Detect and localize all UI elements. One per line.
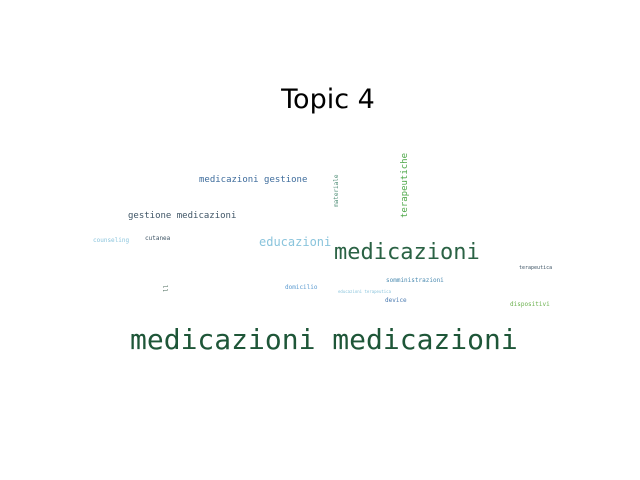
word-cloud: medicazioni medicazioni medicazioni medi…	[90, 150, 560, 360]
word-domicilio: domicilio	[285, 284, 318, 291]
word-dispositivi: dispositivi	[510, 301, 550, 308]
word-gestione-medicazioni: gestione medicazioni	[128, 211, 237, 221]
word-somministrazioni: somministrazioni	[386, 277, 444, 284]
word-ll: ll	[163, 284, 170, 292]
word-educazioni-terapeutica: educazioni terapeutica	[338, 289, 391, 294]
word-medicazioni: medicazioni	[334, 240, 480, 265]
word-cutanea: cutanea	[145, 235, 171, 242]
word-counseling: counseling	[93, 237, 130, 244]
word-device: device	[385, 297, 407, 304]
word-medicazioni-medicazioni: medicazioni medicazioni	[130, 323, 518, 356]
word-materiale: materiale	[333, 174, 340, 207]
chart-title: Topic 4	[281, 84, 375, 115]
word-medicazioni-gestione: medicazioni gestione	[199, 175, 308, 185]
word-terapeutiche: terapeutiche	[400, 152, 410, 218]
word-educazioni: educazioni	[259, 235, 332, 249]
word-terapeutica: terapeutica	[519, 265, 553, 271]
